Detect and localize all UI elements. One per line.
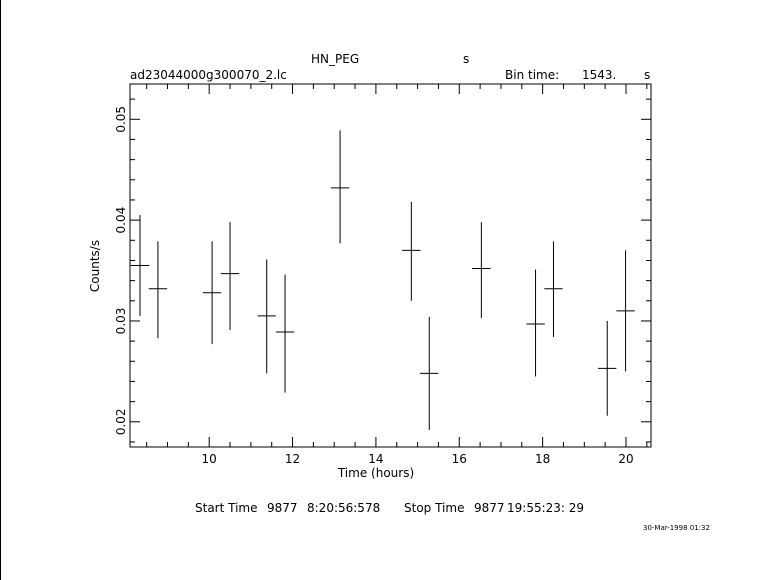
data-point: [598, 320, 617, 416]
data-point: [275, 274, 295, 393]
object-unit: s: [463, 52, 470, 66]
y-axis-label: Counts/s: [88, 240, 102, 292]
data-points: [130, 130, 635, 430]
data-point: [148, 241, 168, 339]
data-point: [402, 201, 421, 301]
x-tick-label: 18: [535, 452, 550, 466]
start-day: 9877: [267, 501, 298, 515]
data-point: [544, 241, 563, 338]
bin-time-unit: s: [644, 68, 651, 82]
y-tick-label: 0.04: [114, 207, 128, 234]
data-point: [472, 222, 491, 318]
plot-frame: [129, 83, 652, 448]
tick-labels: 10 12 14 16 18 20 0.02 0.03 0.04 0.05: [114, 106, 634, 466]
plot-timestamp: 30-Mar-1998 01:32: [643, 524, 710, 532]
x-tick-label: 14: [368, 452, 383, 466]
x-tick-label: 10: [202, 452, 217, 466]
data-point: [330, 130, 350, 244]
stop-time-label: Stop Time: [404, 501, 465, 515]
x-tick-label: 16: [452, 452, 467, 466]
data-point: [420, 316, 439, 430]
stop-time: 19:55:23: 29: [507, 501, 585, 515]
bin-time-value: 1543.: [582, 68, 617, 82]
left-border: [0, 0, 1, 580]
data-point: [130, 215, 150, 316]
x-tick-label: 20: [618, 452, 633, 466]
x-axis-label: Time (hours): [337, 466, 414, 480]
y-tick-label: 0.02: [114, 408, 128, 435]
axis-ticks: [130, 84, 651, 447]
data-point: [616, 250, 635, 372]
data-point: [526, 269, 545, 377]
filename: ad23044000g300070_2.lc: [130, 68, 287, 82]
data-point: [220, 222, 240, 331]
x-tick-label: 12: [285, 452, 300, 466]
object-name: HN_PEG: [311, 52, 360, 66]
stop-day: 9877: [474, 501, 505, 515]
y-tick-label: 0.03: [114, 308, 128, 335]
y-tick-label: 0.05: [114, 106, 128, 133]
bin-time-label: Bin time:: [505, 68, 560, 82]
start-time: 8:20:56:578: [307, 501, 381, 515]
start-time-label: Start Time: [195, 501, 258, 515]
data-point: [202, 241, 222, 345]
data-point: [257, 259, 276, 374]
